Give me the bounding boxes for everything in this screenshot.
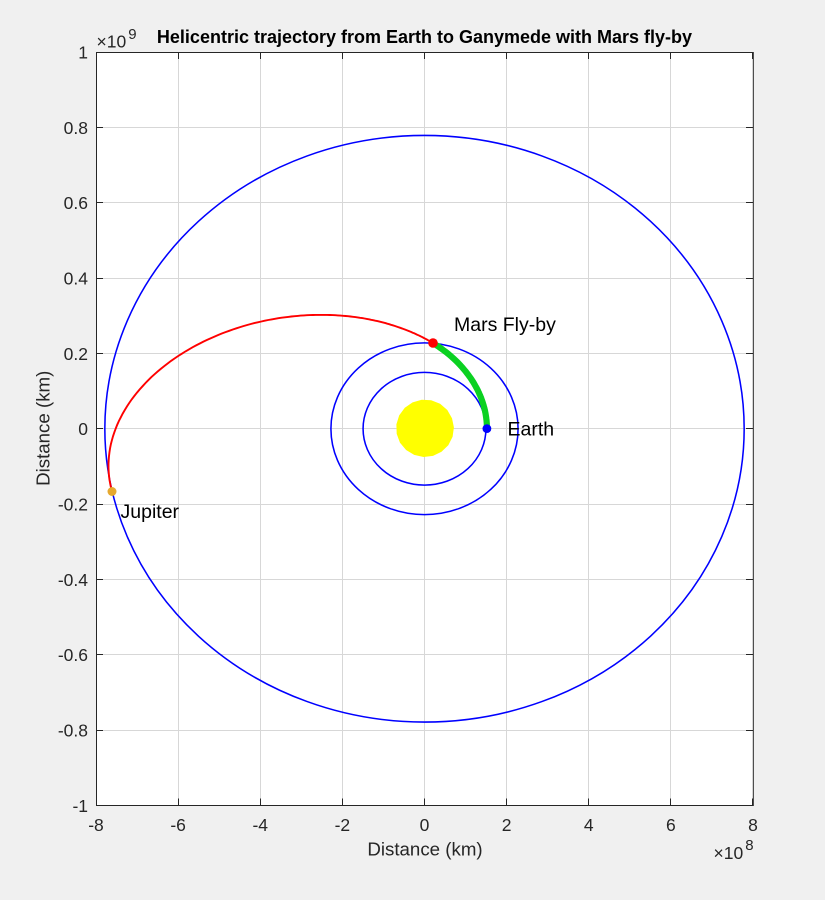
svg-text:0.8: 0.8 xyxy=(64,118,88,138)
svg-text:Helicentric trajectory from Ea: Helicentric trajectory from Earth to Gan… xyxy=(157,27,692,47)
svg-text:-2: -2 xyxy=(335,815,351,835)
svg-text:-0.8: -0.8 xyxy=(58,721,88,741)
svg-text:0.2: 0.2 xyxy=(64,344,88,364)
svg-text:2: 2 xyxy=(502,815,512,835)
svg-text:0: 0 xyxy=(420,815,430,835)
svg-text:4: 4 xyxy=(584,815,594,835)
svg-text:-1: -1 xyxy=(72,796,88,816)
svg-text:-0.2: -0.2 xyxy=(58,495,88,515)
svg-text:Jupiter: Jupiter xyxy=(121,501,180,523)
svg-text:-0.4: -0.4 xyxy=(58,570,88,590)
svg-text:Distance (km): Distance (km) xyxy=(367,839,482,860)
svg-text:-6: -6 xyxy=(170,815,186,835)
svg-text:6: 6 xyxy=(666,815,676,835)
svg-text:-8: -8 xyxy=(88,815,104,835)
svg-text:1: 1 xyxy=(78,42,88,62)
svg-text:Earth: Earth xyxy=(508,419,555,441)
svg-text:0.4: 0.4 xyxy=(64,268,89,288)
svg-text:8: 8 xyxy=(748,815,758,835)
svg-text:-0.6: -0.6 xyxy=(58,645,88,665)
svg-text:Mars Fly-by: Mars Fly-by xyxy=(454,314,556,336)
svg-text:0: 0 xyxy=(78,419,88,439)
svg-text:-4: -4 xyxy=(252,815,268,835)
svg-text:0.6: 0.6 xyxy=(64,193,88,213)
svg-text:Distance (km): Distance (km) xyxy=(33,371,54,486)
